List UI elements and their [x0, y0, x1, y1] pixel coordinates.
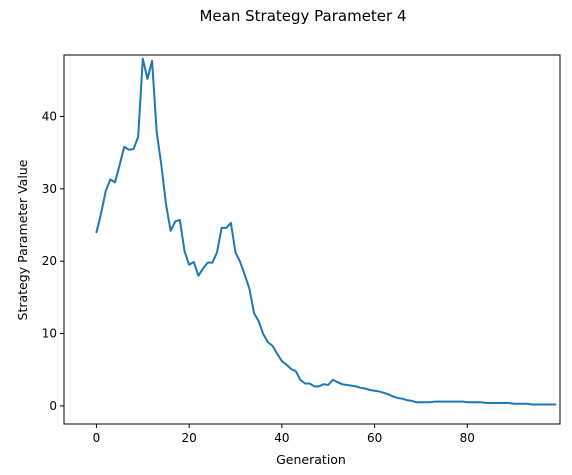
x-tick-label: 20 [182, 431, 197, 445]
axes-frame [63, 54, 561, 425]
x-tick-label: 40 [274, 431, 289, 445]
y-tick-label: 40 [42, 110, 57, 124]
plot-area [95, 57, 557, 406]
y-tick-label: 10 [42, 327, 57, 341]
y-tick-label: 0 [49, 399, 57, 413]
y-tick-label: 30 [42, 182, 57, 196]
x-axis-label: Generation [276, 452, 346, 467]
x-axis: 0 20 40 60 80 [93, 424, 475, 445]
x-tick-label: 0 [93, 431, 101, 445]
x-tick-label: 60 [367, 431, 382, 445]
y-axis: 0 10 20 30 40 [42, 110, 64, 413]
x-tick-label: 80 [460, 431, 475, 445]
y-tick-label: 20 [42, 254, 57, 268]
series-line [95, 57, 557, 406]
chart-title: Mean Strategy Parameter 4 [199, 7, 406, 25]
y-axis-label: Strategy Parameter Value [15, 159, 30, 320]
